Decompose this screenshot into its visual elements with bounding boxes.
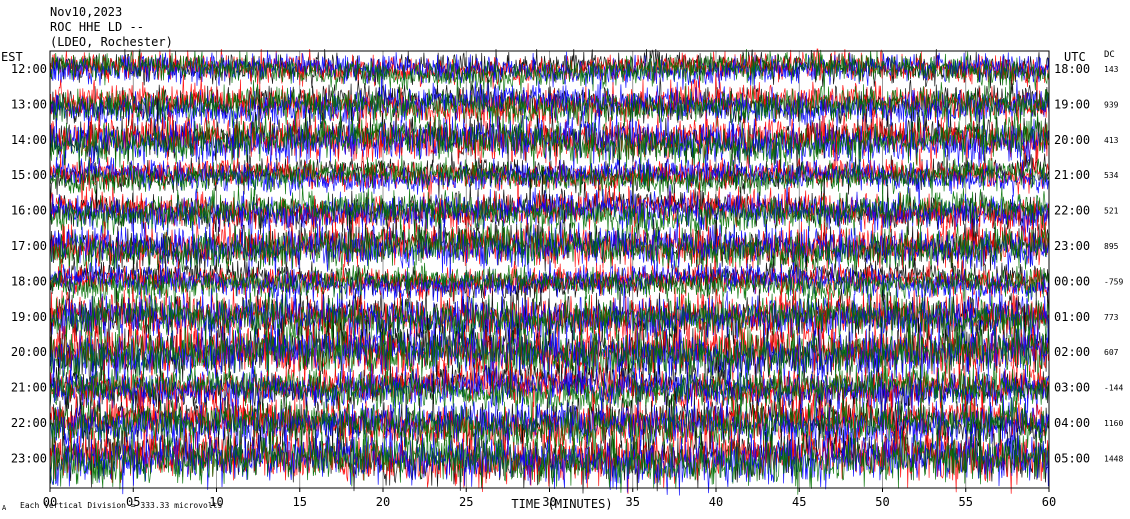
- row-dc-value: 143: [1104, 65, 1119, 74]
- row-dc-value: 521: [1104, 207, 1119, 216]
- row-dc-value: -759: [1104, 277, 1123, 286]
- footnote-mark: A: [2, 504, 7, 512]
- row-dc-value: 895: [1104, 242, 1119, 251]
- row-dc-value: 534: [1104, 171, 1119, 180]
- row-label-utc: 23:00: [1054, 239, 1090, 253]
- right-timezone-label: UTC: [1064, 50, 1086, 64]
- row-dc-value: 1448: [1104, 454, 1123, 463]
- row-label-local: 12:00: [11, 62, 47, 76]
- row-label-local: 13:00: [11, 97, 47, 111]
- row-labels: 12:00 18:00 143 13:00 19:00 939 14:00 20:00 413 1…: [11, 62, 1124, 465]
- row-label-local: 22:00: [11, 416, 47, 430]
- row-dc-value: 413: [1104, 136, 1119, 145]
- row-label-utc: 01:00: [1054, 310, 1090, 324]
- x-tick-label: 55: [959, 495, 973, 509]
- seismic-trace: [49, 185, 1050, 240]
- seismic-trace: [49, 392, 1050, 469]
- row-label-utc: 21:00: [1054, 168, 1090, 182]
- x-tick-label: 45: [792, 495, 806, 509]
- seismic-trace: [49, 106, 1050, 175]
- row-label-utc: 02:00: [1054, 345, 1090, 359]
- seismic-trace: [49, 422, 1050, 496]
- seismic-trace: [49, 421, 1050, 495]
- seismic-trace: [49, 184, 1050, 242]
- row-dc-value: 939: [1104, 100, 1119, 109]
- row-label-local: 21:00: [11, 381, 47, 395]
- x-tick-label: 20: [376, 495, 390, 509]
- x-tick-label: 10: [209, 495, 223, 509]
- row-label-local: 14:00: [11, 133, 47, 147]
- row-label-utc: 18:00: [1054, 62, 1090, 76]
- x-axis-ticks: 00 05 10 15 20 25 30 35 40 45 50 55 60: [43, 488, 1056, 509]
- row-dc-value: -144: [1104, 384, 1123, 393]
- row-label-local: 17:00: [11, 239, 47, 253]
- row-dc-value: 607: [1104, 348, 1119, 357]
- seismic-trace: [49, 69, 1050, 131]
- row-label-local: 16:00: [11, 204, 47, 218]
- row-label-local: 23:00: [11, 451, 47, 465]
- x-tick-label: 00: [43, 495, 57, 509]
- row-dc-value: 1160: [1104, 419, 1123, 428]
- seismic-trace: [49, 48, 1050, 99]
- header-station: ROC HHE LD --: [50, 20, 144, 34]
- seismic-trace: [49, 218, 1050, 280]
- x-tick-label: 05: [126, 495, 140, 509]
- row-label-utc: 00:00: [1054, 274, 1090, 288]
- seismic-trace: [49, 155, 1050, 199]
- row-label-utc: 05:00: [1054, 451, 1090, 465]
- seismic-trace: [49, 218, 1050, 281]
- row-label-local: 19:00: [11, 310, 47, 324]
- x-tick-label: 50: [875, 495, 889, 509]
- row-label-utc: 22:00: [1054, 204, 1090, 218]
- footnote-scale: Each Vertical Division = 333.33 microvol…: [20, 501, 222, 510]
- plot-frame: [49, 50, 1050, 489]
- x-tick-label: 25: [459, 495, 473, 509]
- x-tick-label: 60: [1042, 495, 1056, 509]
- row-dc-value: 773: [1104, 313, 1119, 322]
- x-tick-label: 35: [626, 495, 640, 509]
- row-label-utc: 20:00: [1054, 133, 1090, 147]
- row-label-local: 15:00: [11, 168, 47, 182]
- left-timezone-label: EST: [1, 50, 23, 64]
- row-label-utc: 19:00: [1054, 97, 1090, 111]
- seismic-trace: [49, 309, 1050, 393]
- seismic-trace: [49, 319, 1050, 387]
- traces: [49, 48, 1050, 496]
- seismic-trace: [49, 362, 1050, 436]
- header-date: Nov10,2023: [50, 5, 122, 19]
- row-label-utc: 04:00: [1054, 416, 1090, 430]
- seismic-trace: [49, 154, 1050, 214]
- row-label-local: 20:00: [11, 345, 47, 359]
- row-label-utc: 03:00: [1054, 381, 1090, 395]
- header-location: (LDEO, Rochester): [50, 35, 173, 49]
- x-tick-label: 30: [542, 495, 556, 509]
- row-label-local: 18:00: [11, 274, 47, 288]
- x-tick-label: 40: [709, 495, 723, 509]
- dc-column-title: DC: [1104, 50, 1115, 60]
- x-tick-label: 15: [293, 495, 307, 509]
- x-axis-label: TIME (MINUTES): [511, 497, 612, 511]
